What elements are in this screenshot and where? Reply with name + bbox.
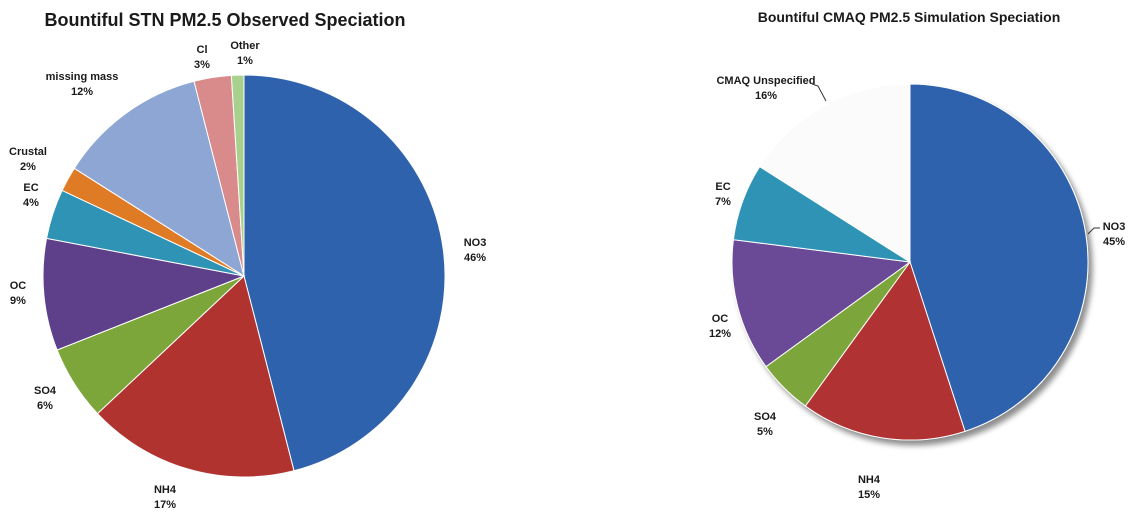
pie-observed	[42, 74, 446, 478]
pie-1-label-cl: Cl 3%	[194, 44, 210, 71]
pie-1-label-missing-mass: missing mass 12%	[46, 71, 119, 98]
pie-2-leader-no3	[1087, 227, 1100, 235]
pie-2-slice-oc	[731, 239, 912, 368]
pie-2-label-no3: NO3 45%	[1103, 221, 1126, 248]
chart-1-title: Bountiful STN PM2.5 Observed Speciation	[44, 10, 405, 30]
pie-1-label-so4: SO4 6%	[34, 385, 57, 412]
pie-1-slice-missing-mass	[73, 80, 245, 278]
pie-1-label-crustal: Crustal 2%	[9, 146, 47, 173]
pie-1-slice-other	[230, 74, 245, 277]
pie-1-label-oc: OC 9%	[10, 280, 27, 307]
pie-2-slice-no3	[909, 83, 1089, 432]
pie-2-label-so4: SO4 5%	[754, 411, 777, 438]
pie-observed-labels: NO3 46% NH4 17% SO4 6% OC 9% EC 4% Crustal 2% missin…	[9, 40, 486, 511]
pie-1-label-no3: NO3 46%	[464, 237, 487, 264]
pie-2-label-ec: EC 7%	[715, 181, 731, 208]
pie-2-leader-cmaq-unspecified	[811, 83, 827, 102]
pie-1-label-ec: EC 4%	[23, 182, 39, 209]
pie-1-slice-nh4	[96, 275, 295, 478]
pie-1-slice-oc	[42, 237, 246, 351]
pie-2-label-nh4: NH4 15%	[858, 474, 881, 501]
pie-2-slice-nh4	[804, 260, 966, 441]
pie-simulated	[731, 83, 1089, 441]
pie-1-label-nh4: NH4 17%	[154, 484, 177, 511]
chart-2-title: Bountiful CMAQ PM2.5 Simulation Speciati…	[758, 9, 1061, 25]
pie-2-label-cmaq-unspecified: CMAQ Unspecified 16%	[716, 75, 815, 102]
pie-1-label-other: Other 1%	[230, 40, 260, 67]
pie-2-slice-cmaq-unspecified	[759, 83, 911, 263]
pie-simulated-labels: NO3 45% NH4 15% SO4 5% OC 12% EC 7% CMAQ Unspecifi…	[709, 75, 1125, 501]
pie-2-label-oc: OC 12%	[709, 313, 731, 340]
pie-1-slice-no3	[243, 74, 446, 472]
